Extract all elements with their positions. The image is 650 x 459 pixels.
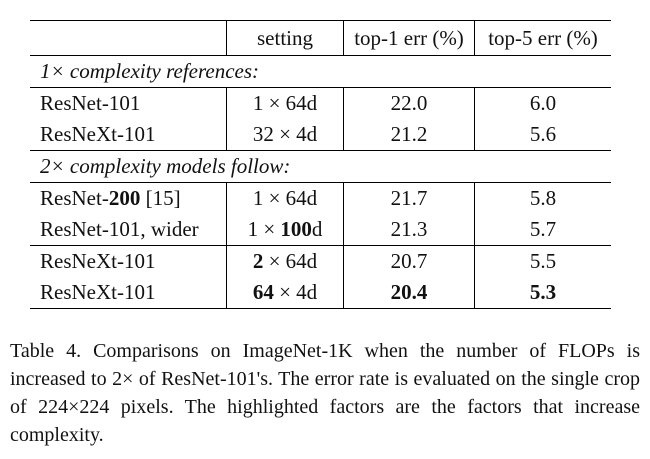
cell: 6.0 <box>474 87 611 119</box>
cell: 5.6 <box>474 119 611 151</box>
caption: Table 4. Comparisons on ImageNet-1K when… <box>10 340 640 446</box>
header-row: setting top-1 err (%) top-5 err (%) <box>30 20 611 56</box>
section-label: 1× complexity references: <box>30 55 611 88</box>
cell: 1 × 64d <box>226 182 344 214</box>
header-cell: setting <box>226 20 344 56</box>
cell: 5.3 <box>474 277 611 309</box>
cell: ResNet-101, wider <box>40 217 199 241</box>
cell: 20.4 <box>343 277 475 309</box>
cell-part: [15] <box>140 186 181 210</box>
cell: 21.3 <box>343 214 475 246</box>
cell: 2 × 64d <box>226 245 344 277</box>
cell: 64 × 4d <box>226 277 344 309</box>
cell: 22.0 <box>343 87 475 119</box>
cell: 32 × 4d <box>226 119 344 151</box>
cell-part: 2 <box>252 249 264 273</box>
cell-part: 20.4 <box>390 280 428 304</box>
cell-part: 64 <box>252 280 274 304</box>
cell-part: d <box>311 217 323 241</box>
cell-part: × 64d <box>263 249 318 273</box>
cell: 1 × 64d <box>226 87 344 119</box>
cell: 5.5 <box>474 245 611 277</box>
cell-part: × 4d <box>273 280 318 304</box>
header-cell: top-1 err (%) <box>343 20 475 56</box>
cell: 20.7 <box>343 245 475 277</box>
cell-part: 200 <box>108 186 141 210</box>
cell: 5.8 <box>474 182 611 214</box>
results-table: setting top-1 err (%) top-5 err (%) 1× c… <box>30 20 611 309</box>
cell: ResNeXt-101 <box>40 122 156 146</box>
cell: ResNeXt-101 <box>40 280 156 304</box>
cell-part: 5.3 <box>529 280 557 304</box>
cell: ResNet-101 <box>30 87 227 119</box>
cell: 1 × 100d <box>226 214 344 246</box>
cell: 21.7 <box>343 182 475 214</box>
cell-part: ResNet- <box>40 186 109 210</box>
cell: ResNet-200 [15] <box>30 182 227 214</box>
cell: ResNeXt-101 <box>30 245 227 277</box>
cell-part: 100 <box>280 217 312 241</box>
header-cell: top-5 err (%) <box>474 20 611 56</box>
cell-part: 1 × <box>247 217 281 241</box>
cell: 21.2 <box>343 119 475 151</box>
section-label: 2× complexity models follow: <box>30 150 611 183</box>
cell: 5.7 <box>474 214 611 246</box>
